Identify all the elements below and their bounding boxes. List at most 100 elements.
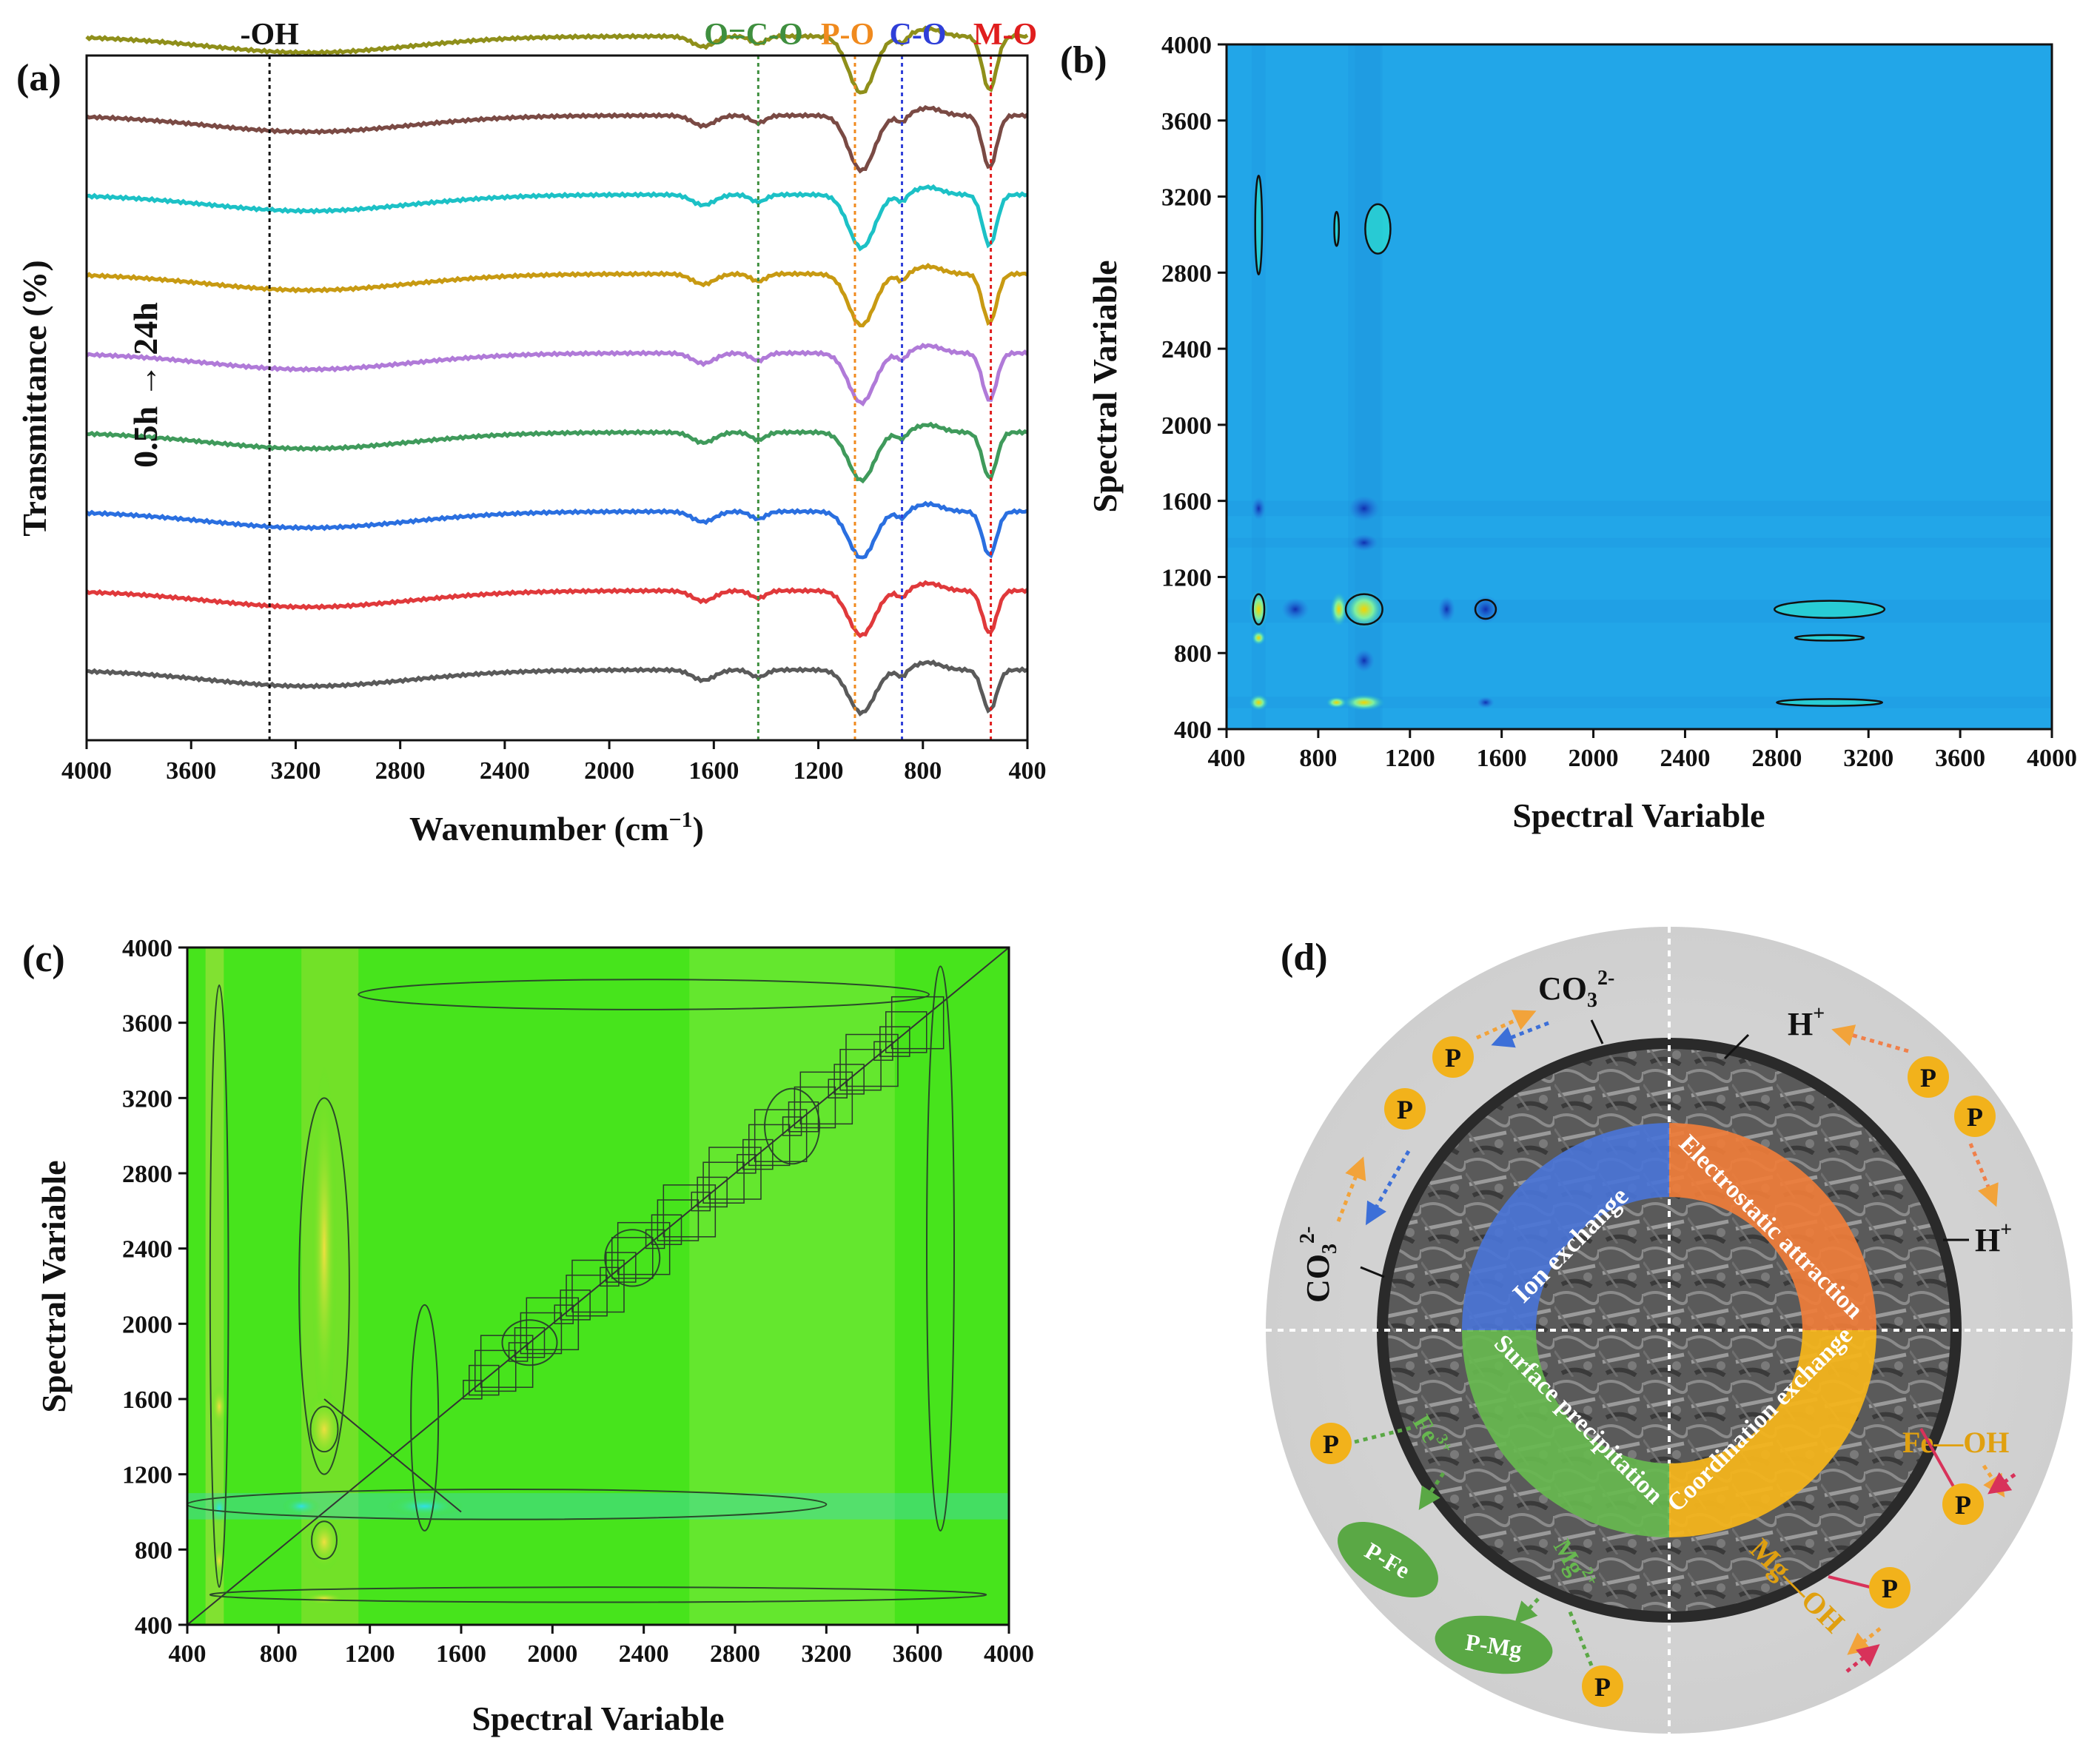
- panel-a-label: (a): [16, 57, 61, 99]
- a-series-3: [85, 500, 1028, 560]
- b-spot-9: [1252, 497, 1266, 520]
- a-marker-label-3: P-O: [821, 18, 874, 52]
- b-contour-7: [1344, 593, 1383, 625]
- c-contour-7: [309, 1406, 339, 1453]
- b-row-band-2: [1227, 500, 2052, 517]
- a-xtick-label-0: 4000: [61, 757, 112, 785]
- b-xtick-label-7: 3200: [1843, 745, 1893, 772]
- c-xtick-label-7: 3200: [801, 1640, 851, 1668]
- panel-c-label: (c): [22, 938, 65, 980]
- c-xtick-label-2: 1200: [345, 1640, 395, 1668]
- c-x-axis-title: Spectral Variable: [472, 1700, 724, 1737]
- b-xtick-label-5: 2400: [1660, 745, 1710, 772]
- c-diagonal-cell-4: [508, 1342, 529, 1362]
- c-xtick-label-3: 1600: [436, 1640, 486, 1668]
- d-p-badge-6: P: [1942, 1483, 1984, 1525]
- b-xtick-label-6: 2800: [1751, 745, 1802, 772]
- b-ytick-label-7: 3200: [1161, 184, 1212, 212]
- a-xtick-label-9: 400: [1009, 757, 1047, 785]
- svg-text:P: P: [1445, 1043, 1461, 1073]
- b-contour-0: [1254, 175, 1264, 276]
- d-co3-top-label: CO32-: [1538, 967, 1614, 1012]
- a-series-8: [85, 105, 1029, 174]
- a-xtick-label-7: 1200: [794, 757, 844, 785]
- d-p-badge-2: P: [1384, 1088, 1426, 1130]
- b-xtick-label-0: 400: [1208, 745, 1246, 772]
- c-contour-marks: [187, 947, 1010, 1626]
- a-series-7: [86, 184, 1028, 252]
- d-arrow-p-h-top: [1831, 1024, 1909, 1053]
- a-marker-label-5: M-O: [973, 18, 1037, 52]
- b-ytick-label-4: 2000: [1161, 412, 1212, 440]
- b-ytick-label-0: 400: [1174, 717, 1212, 744]
- c-diagonal-cell-5: [514, 1327, 546, 1358]
- a-marker-label-1: -OH: [240, 18, 298, 52]
- b-spot-8: [1348, 495, 1380, 522]
- a-series-4: [86, 421, 1028, 484]
- svg-text:P: P: [1323, 1429, 1339, 1459]
- b-spot-12: [1353, 649, 1375, 672]
- b-contour-8: [1474, 599, 1497, 620]
- c-y-ticks: 400 800 1200 1600 2000 2400 2800 3200 3600 4000: [122, 935, 187, 1640]
- a-xtick-label-8: 800: [904, 757, 942, 785]
- a-series-9: [85, 25, 1029, 95]
- svg-text:P: P: [1882, 1574, 1898, 1603]
- d-line-mg-p: [1828, 1575, 1873, 1589]
- b-ytick-label-2: 1200: [1161, 564, 1212, 591]
- c-diagonal-cell-28: [782, 1116, 802, 1136]
- a-series-5: [85, 342, 1029, 407]
- b-spot-6: [1343, 694, 1385, 711]
- c-contour-4: [358, 979, 930, 1010]
- b-xtick-label-9: 4000: [2027, 745, 2077, 772]
- c-diagonal-cell-33: [833, 1064, 865, 1095]
- c-ytick-label-8: 3600: [122, 1010, 172, 1038]
- c-contour-9: [604, 1229, 661, 1287]
- c-diagonal-cell-32: [828, 1079, 848, 1098]
- c-diagonal-cell-22: [702, 1161, 745, 1204]
- a-xtick-label-2: 3200: [270, 757, 321, 785]
- a-time-label: 0.5h → 24h: [127, 302, 164, 468]
- c-ytick-label-2: 1200: [122, 1462, 172, 1489]
- d-p-badge-1: P: [1432, 1036, 1474, 1078]
- c-xtick-label-9: 4000: [984, 1640, 1034, 1668]
- a-xtick-label-4: 2400: [480, 757, 530, 785]
- c-diagonal-cell-13: [605, 1252, 637, 1283]
- c-diagonal-cell-9: [560, 1289, 591, 1321]
- c-diagonal-cell-36: [873, 1041, 893, 1061]
- b-ytick-label-8: 3600: [1161, 108, 1212, 135]
- c-spot-5: [209, 1492, 229, 1524]
- c-ytick-label-1: 800: [135, 1537, 172, 1564]
- d-h-top-label: H+: [1788, 1002, 1825, 1042]
- c-spot-4: [311, 1064, 338, 1433]
- c-ytick-label-4: 2000: [122, 1311, 172, 1338]
- d-coordination-band: [1669, 1330, 1876, 1537]
- b-contour-5: [1776, 698, 1884, 707]
- d-line-fe-p: [1919, 1428, 1956, 1489]
- d-arrow-co3-p-top: [1491, 1021, 1549, 1048]
- a-xtick-label-5: 2000: [584, 757, 634, 785]
- b-spot-14: [1326, 697, 1347, 708]
- c-contour-1: [209, 984, 229, 1589]
- c-diagonal: [187, 947, 1010, 1626]
- c-diagonal-cell-38: [885, 1011, 927, 1053]
- b-ytick-label-6: 2800: [1161, 260, 1212, 287]
- c-contour-0: [298, 1097, 350, 1475]
- d-arrow-mgoh-p: [1845, 1644, 1880, 1673]
- d-arrow-p-co3-top: [1475, 1010, 1537, 1040]
- c-ytick-label-0: 400: [135, 1612, 172, 1640]
- b-spot-5: [1281, 597, 1309, 621]
- b-ytick-label-9: 4000: [1161, 32, 1212, 59]
- a-x-ticks: 4000 3600 3200 2800 2400 2000 1600 1200 800 400: [61, 740, 1047, 785]
- c-contour-6: [209, 1586, 987, 1603]
- b-ytick-label-3: 1600: [1161, 489, 1212, 516]
- d-arrow-p-fe: [1354, 1425, 1415, 1444]
- d-arrow-p-mg: [1567, 1609, 1594, 1666]
- d-p-badge-8: P: [1582, 1666, 1623, 1707]
- c-spot-2: [211, 1385, 227, 1428]
- d-p-fe-ellipse: P-Fe: [1338, 1521, 1438, 1598]
- a-plot-frame: [85, 54, 1029, 742]
- c-diagonal-cell-10: [566, 1274, 608, 1317]
- b-y-axis-title: Spectral Variable: [1086, 260, 1124, 512]
- c-diagonal-cell-21: [697, 1176, 728, 1208]
